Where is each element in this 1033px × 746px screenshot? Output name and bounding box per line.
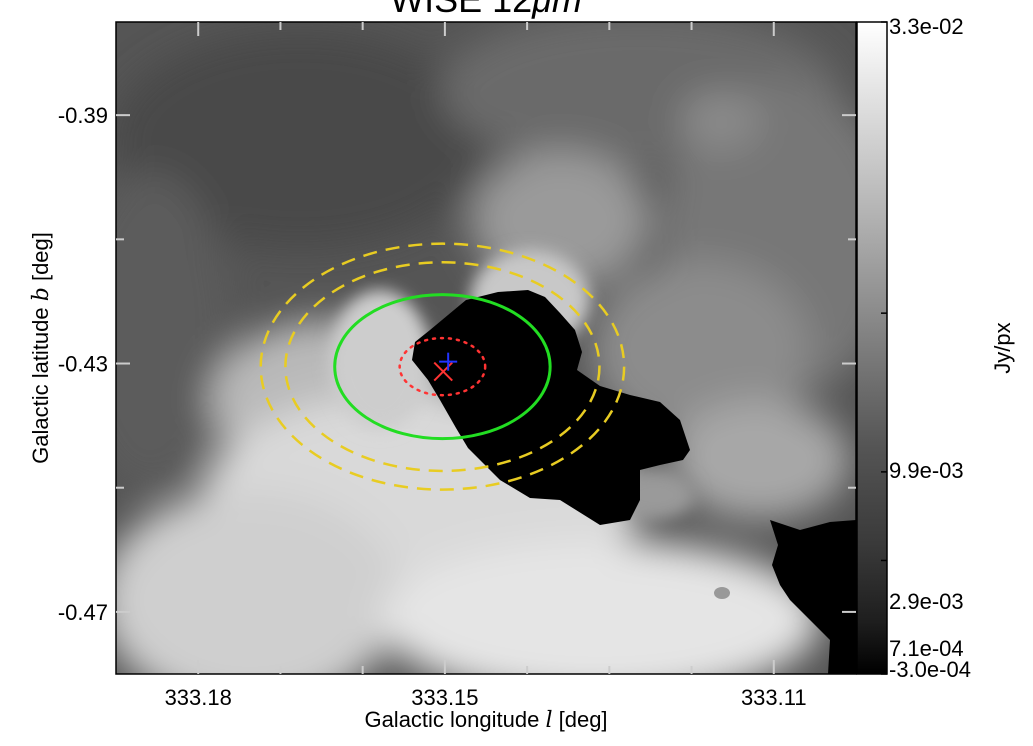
x-axis-ticks: 333.18 333.15 333.11: [165, 22, 807, 710]
colorbar-ticks: 3.3e-02 9.9e-03 2.9e-03 7.1e-04-3.0e-04: [881, 14, 971, 682]
chart-title: WISE 12μm: [390, 0, 582, 20]
solid-ellipse: [333, 293, 552, 441]
region-overlays: [259, 242, 626, 491]
x-tick-label: 333.18: [165, 685, 232, 710]
colorbar: [856, 21, 888, 675]
faint-spot: [714, 587, 730, 599]
y-tick-label: -0.39: [58, 103, 108, 128]
colorbar-tick-label: 3.3e-02: [889, 14, 964, 39]
colorbar-tick-label: 9.9e-03: [889, 458, 964, 483]
plus-marker: [439, 352, 458, 371]
colorbar-tick-label: -3.0e-04: [889, 657, 971, 682]
y-tick-label: -0.47: [58, 600, 108, 625]
colorbar-label: Jy/px: [990, 322, 1015, 373]
saturated-region: [412, 290, 690, 525]
colorbar-tick-label: 2.9e-03: [889, 589, 964, 614]
plot-frame: [115, 21, 857, 675]
dashed-ellipse: [259, 242, 626, 491]
colorbar-tick-label: 7.1e-04: [889, 636, 964, 661]
dashed-ellipse: [284, 261, 601, 473]
x-tick-label: 333.11: [741, 685, 807, 710]
dotted-ellipse: [398, 336, 487, 397]
cross-marker: [433, 361, 453, 382]
y-axis-label: Galactic latitude b [deg]: [28, 232, 54, 464]
y-tick-label: -0.43: [58, 352, 108, 377]
image-panel: [116, 22, 856, 674]
y-axis-ticks: -0.39 -0.43 -0.47: [58, 103, 856, 625]
x-tick-label: 333.15: [411, 685, 478, 710]
saturated-region-edge: [770, 520, 856, 674]
x-axis-label: Galactic longitude l [deg]: [364, 707, 607, 733]
